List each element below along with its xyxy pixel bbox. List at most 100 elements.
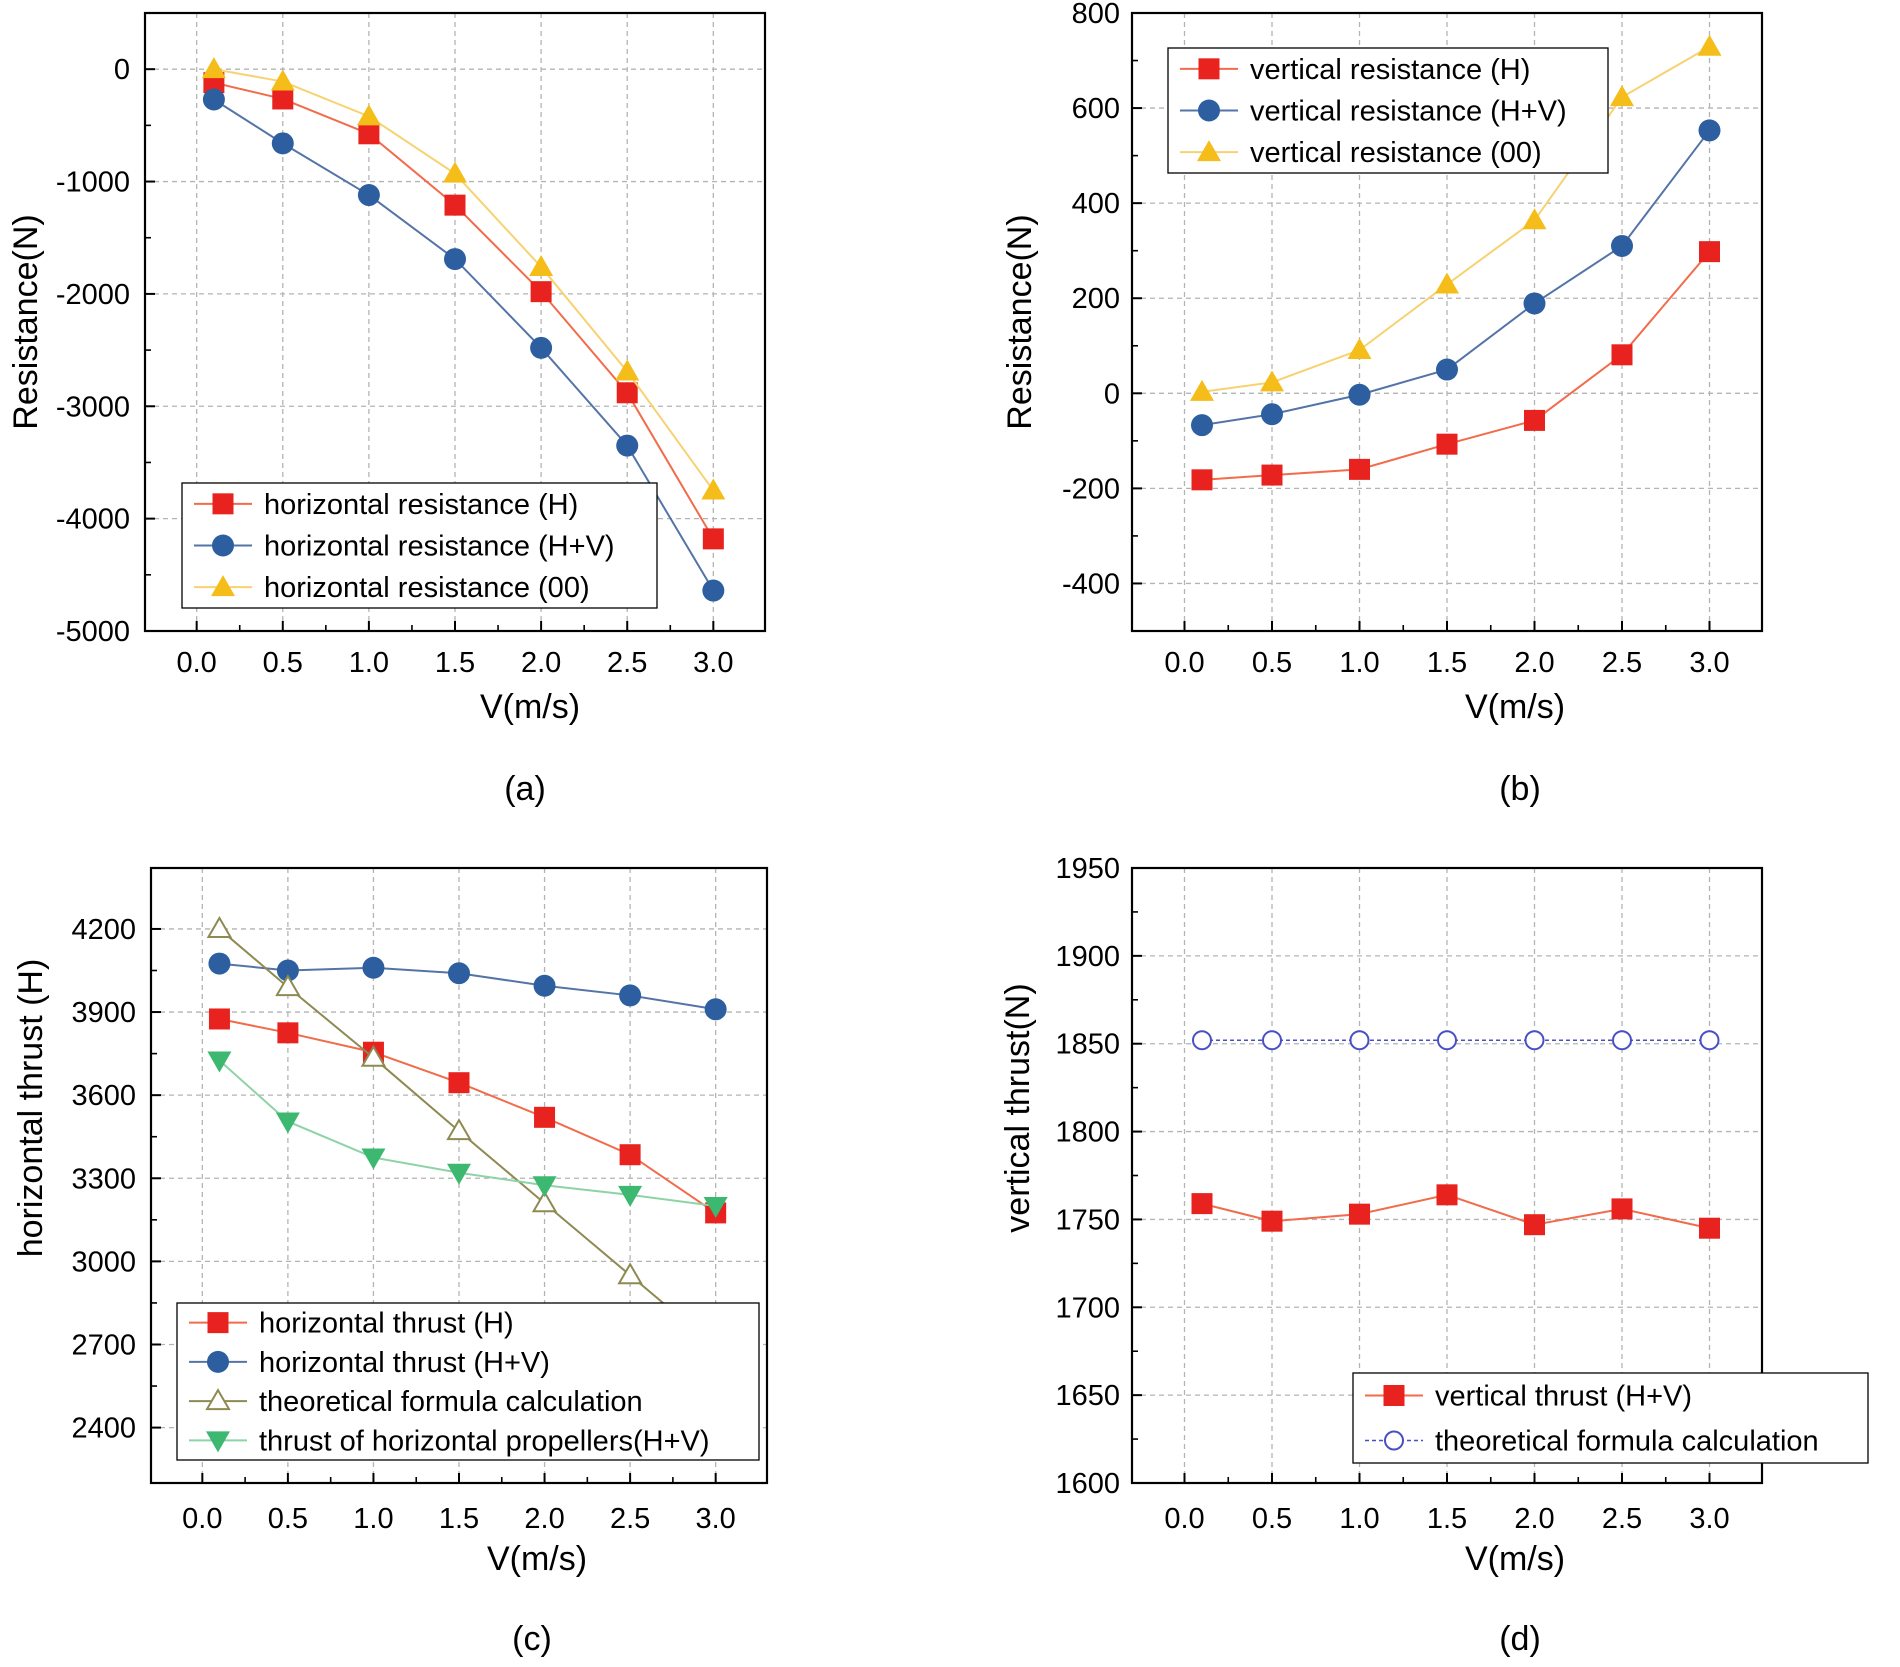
data-point [446,1118,472,1141]
x-tick-label: 3.0 [1689,1503,1729,1535]
data-point [704,998,727,1021]
x-tick-label: 3.0 [1689,647,1729,679]
x-tick-label: 0.5 [1252,647,1292,679]
data-point [1436,1184,1458,1206]
y-tick-label: 0 [114,54,130,86]
panel-caption: (c) [512,1620,552,1658]
data-point [619,984,642,1007]
x-tick-label: 2.0 [524,1503,564,1535]
x-tick-label: 0.5 [1252,1503,1292,1535]
chart-panel-b: 0.0 0.5 1.0 1.5 2.0 2.5 3.0 -400 -200 0 200 400 600 8… [1001,0,1764,808]
y-tick-label: 1800 [1055,1117,1120,1149]
data-point [1522,208,1547,230]
y-tick-label: -1000 [56,167,130,199]
data-point [1192,1030,1212,1051]
data-point [1349,458,1370,480]
legend-label: vertical thrust (H+V) [1435,1381,1692,1413]
data-point [277,1022,299,1044]
y-tick-label: 1650 [1055,1380,1120,1412]
y-axis-label: Resistance(N) [1001,214,1039,429]
data-point [531,1190,558,1213]
legend-marker [1197,140,1221,162]
y-tick-label: 4200 [71,914,136,946]
data-point [1191,1193,1213,1215]
y-tick-label: -2000 [56,279,130,311]
data-point [1524,409,1545,431]
data-point [1190,379,1214,401]
y-tick-label: 800 [1072,0,1120,30]
data-point [206,915,233,938]
y-tick-label: 3300 [71,1163,136,1195]
legend-marker [206,1431,230,1453]
x-tick-label: 2.5 [1602,647,1642,679]
x-tick-label: 0.5 [263,647,303,679]
data-point [208,952,231,975]
x-tick-label: 1.0 [353,1503,393,1535]
data-point [617,1262,643,1285]
data-point [1610,85,1634,107]
x-tick-label: 0.0 [1164,1503,1204,1535]
data-point [1191,469,1213,491]
data-point [618,1185,643,1207]
data-point [701,478,726,500]
data-point [1435,272,1459,294]
data-point [532,1176,557,1198]
y-tick-label: -3000 [56,391,130,423]
data-point [1611,344,1633,366]
data-point [207,1051,232,1073]
data-point [1524,1214,1545,1236]
x-axis-label: V(m/s) [1465,688,1565,726]
data-point [447,1163,471,1185]
data-point [444,194,466,216]
y-axis-label: vertical thrust(N) [999,983,1037,1232]
legend-marker [212,493,234,515]
data-point [616,382,638,404]
x-tick-label: 1.5 [1427,647,1467,679]
data-point [1612,1030,1632,1051]
legend-label: horizontal resistance (H+V) [264,531,615,563]
x-tick-label: 1.5 [435,647,475,679]
legend-marker [1384,1430,1404,1451]
data-point [1349,1030,1370,1051]
x-tick-label: 2.0 [1514,1503,1554,1535]
data-point [1436,433,1458,455]
y-tick-label: 2700 [71,1329,136,1361]
chart-panel-a: 0.0 0.5 1.0 1.5 2.0 2.5 3.0 -5000 -4000 -3000 -200… [7,11,767,808]
y-tick-label: 0 [1104,378,1120,410]
x-tick-label: 2.0 [521,647,561,679]
y-tick-label: -4000 [56,504,130,536]
legend-label: horizontal resistance (H) [264,489,578,521]
data-point [1261,403,1283,426]
y-tick-label: 2400 [71,1413,136,1445]
y-tick-label: 1700 [1055,1292,1120,1324]
data-point [530,336,553,359]
data-point [1261,464,1283,486]
data-point [1349,1203,1370,1225]
x-tick-label: 1.5 [439,1503,479,1535]
y-tick-label: 1950 [1055,853,1120,885]
data-point [533,974,556,997]
x-tick-label: 1.0 [1339,647,1379,679]
y-tick-label: 1750 [1055,1204,1120,1236]
data-point [1191,414,1213,437]
x-tick-label: 2.5 [1602,1503,1642,1535]
data-point [529,254,554,276]
data-point [619,1144,641,1166]
y-tick-label: 200 [1072,283,1120,315]
legend-label: thrust of horizontal propellers(H+V) [259,1425,710,1457]
data-point [616,434,639,457]
legend-box [1167,47,1609,174]
data-point [362,956,385,979]
data-point [1611,1198,1633,1220]
series-line [213,68,715,492]
data-point [444,248,466,271]
y-tick-label: 1600 [1055,1468,1120,1500]
legend-marker [207,1312,229,1334]
data-point [1699,1030,1720,1051]
legend-marker [1198,99,1220,122]
data-point [201,57,226,79]
legend: horizontal resistance (H) horizontal resi… [181,482,658,609]
legend-box [181,482,658,609]
data-point [271,132,294,155]
